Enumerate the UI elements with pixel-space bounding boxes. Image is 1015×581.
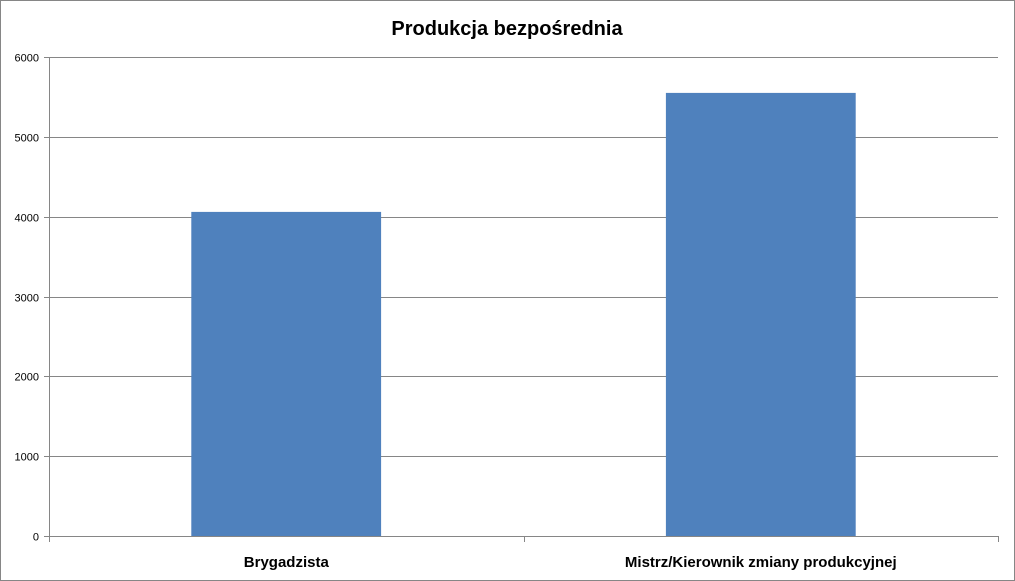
y-tick-labels: 0 1000 2000 3000 4000 5000 6000 xyxy=(15,53,39,544)
bar-1 xyxy=(191,211,382,536)
y-tick-label: 2000 xyxy=(15,372,39,384)
x-category-label: Brygadzista xyxy=(244,554,330,571)
chart-title: Produkcja bezpośrednia xyxy=(391,18,623,40)
x-category-label: Mistrz/Kierownik zmiany produkcyjnej xyxy=(625,554,897,571)
y-tick-label: 4000 xyxy=(15,213,39,225)
y-tick-label: 1000 xyxy=(15,452,39,464)
y-tick-label: 6000 xyxy=(15,53,39,65)
y-tick-label: 3000 xyxy=(15,293,39,305)
x-category-labels: Brygadzista Mistrz/Kierownik zmiany produ… xyxy=(244,554,897,571)
y-tick-label: 5000 xyxy=(15,133,39,145)
bars xyxy=(191,92,856,537)
bar-2 xyxy=(665,92,856,537)
y-tick-label: 0 xyxy=(33,532,39,544)
axes xyxy=(44,57,999,542)
